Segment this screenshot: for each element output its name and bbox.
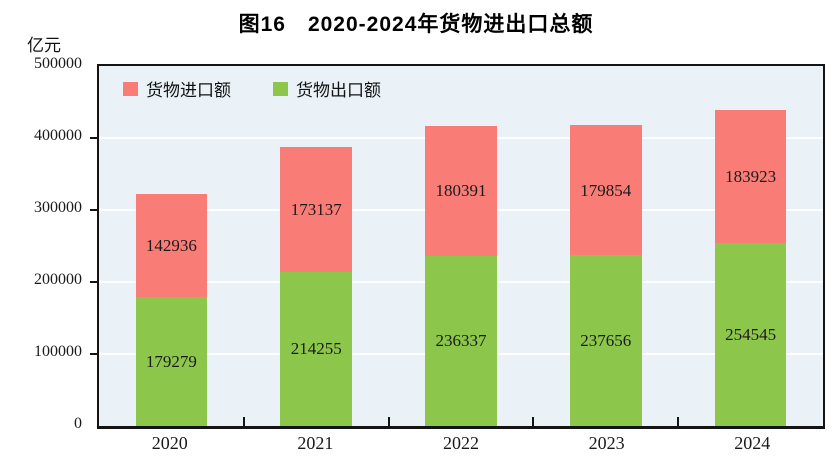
y-axis-tick-labels: 0 100000 200000 300000 400000 500000 bbox=[0, 56, 88, 432]
y-axis-tick bbox=[90, 353, 97, 355]
y-axis-tick-label: 0 bbox=[74, 415, 82, 432]
bar-segment-import: 173137 bbox=[280, 147, 353, 272]
x-axis-category-label: 2022 bbox=[443, 433, 479, 453]
bar-value-label: 237656 bbox=[580, 330, 632, 350]
bar-value-label: 142936 bbox=[145, 235, 197, 255]
bar-segment-import: 142936 bbox=[135, 194, 208, 297]
y-axis-tick bbox=[90, 137, 97, 139]
chart-title: 图16 2020-2024年货物进出口总额 bbox=[238, 13, 594, 36]
bar-segment-export: 237656 bbox=[569, 254, 642, 426]
x-axis-category-label: 2020 bbox=[151, 433, 188, 453]
x-axis-labels: 2020 2021 2022 2023 2024 bbox=[97, 433, 825, 457]
x-axis-category-label: 2024 bbox=[734, 433, 771, 453]
bar-value-label: 179854 bbox=[580, 180, 632, 200]
bar-value-label: 180391 bbox=[435, 181, 487, 201]
bar-value-label: 236337 bbox=[435, 331, 487, 351]
plot-inner: 179279 142936 214255 173137 236337 180391 2376… bbox=[90, 66, 823, 426]
y-axis-tick-label: 200000 bbox=[34, 271, 82, 288]
y-axis-unit-label: 亿元 bbox=[27, 36, 61, 55]
bar-segment-export: 254545 bbox=[714, 242, 787, 426]
legend-item-import: 货物进口额 bbox=[123, 76, 231, 101]
bar-value-label: 214255 bbox=[290, 339, 342, 359]
bar-segment-import: 180391 bbox=[425, 125, 497, 256]
y-axis-tick-label: 100000 bbox=[34, 343, 82, 360]
y-axis-tick-label: 500000 bbox=[34, 55, 82, 72]
bar-value-label: 254545 bbox=[725, 324, 777, 344]
y-axis-tick bbox=[90, 209, 97, 211]
x-axis-category-label: 2023 bbox=[588, 433, 625, 453]
x-axis-tick bbox=[677, 417, 680, 426]
legend-swatch-export-icon bbox=[273, 81, 288, 96]
x-axis-tick bbox=[532, 417, 535, 426]
bar-segment-import: 179854 bbox=[569, 125, 642, 255]
legend-swatch-import-icon bbox=[123, 81, 138, 96]
bar-segment-export: 236337 bbox=[425, 255, 497, 426]
bar-value-label: 173137 bbox=[290, 199, 342, 219]
bar-segment-export: 179279 bbox=[135, 296, 208, 426]
legend: 货物进口额 货物出口额 bbox=[123, 76, 381, 101]
legend-item-export: 货物出口额 bbox=[273, 76, 381, 101]
x-axis-category-label: 2021 bbox=[297, 433, 334, 453]
y-axis-tick bbox=[90, 281, 97, 283]
y-axis-tick-label: 400000 bbox=[34, 127, 82, 144]
plot-area: 179279 142936 214255 173137 236337 180391 2376… bbox=[90, 64, 825, 429]
bar-value-label: 183923 bbox=[725, 167, 777, 187]
x-axis-tick bbox=[387, 417, 390, 426]
legend-label-import: 货物进口额 bbox=[146, 81, 231, 100]
bar-segment-import: 183923 bbox=[714, 110, 787, 243]
x-axis-tick bbox=[242, 417, 245, 426]
y-axis-tick-label: 300000 bbox=[34, 199, 82, 216]
legend-label-export: 货物出口额 bbox=[296, 81, 381, 100]
bar-segment-export: 214255 bbox=[280, 271, 353, 426]
bar-value-label: 179279 bbox=[145, 351, 197, 371]
